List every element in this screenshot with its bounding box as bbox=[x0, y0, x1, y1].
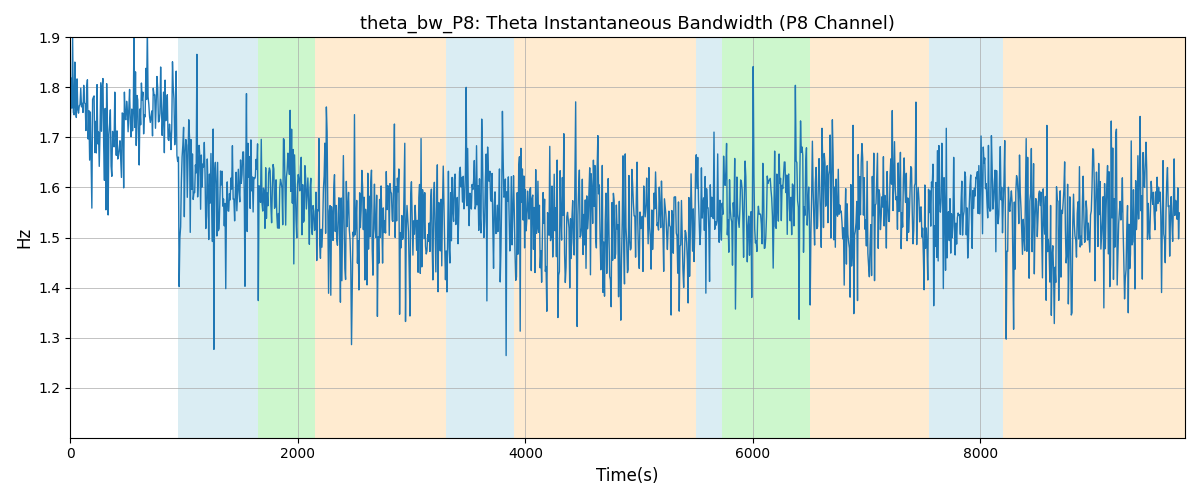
Bar bbox=[179, 38, 258, 438]
Title: theta_bw_P8: Theta Instantaneous Bandwidth (P8 Channel): theta_bw_P8: Theta Instantaneous Bandwid… bbox=[360, 15, 895, 34]
Bar bbox=[722, 38, 810, 438]
Bar bbox=[445, 38, 514, 438]
Bar bbox=[1003, 38, 1186, 438]
Bar bbox=[514, 38, 696, 438]
Bar bbox=[929, 38, 1003, 438]
Bar bbox=[314, 38, 445, 438]
Bar bbox=[810, 38, 929, 438]
Bar bbox=[696, 38, 722, 438]
Y-axis label: Hz: Hz bbox=[14, 227, 32, 248]
Bar bbox=[258, 38, 314, 438]
X-axis label: Time(s): Time(s) bbox=[596, 467, 659, 485]
